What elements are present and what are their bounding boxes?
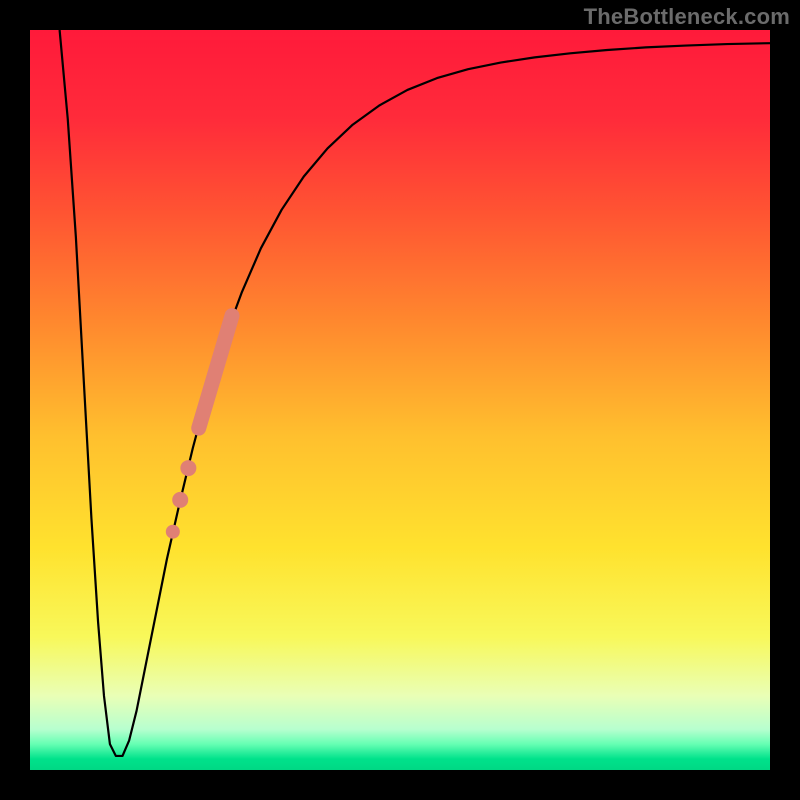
highlight-dot (172, 492, 188, 508)
highlight-dot (180, 460, 196, 476)
bottleneck-chart (0, 0, 800, 800)
chart-background (30, 30, 770, 770)
highlight-dot (166, 525, 180, 539)
chart-container: TheBottleneck.com (0, 0, 800, 800)
watermark-text: TheBottleneck.com (584, 4, 790, 30)
